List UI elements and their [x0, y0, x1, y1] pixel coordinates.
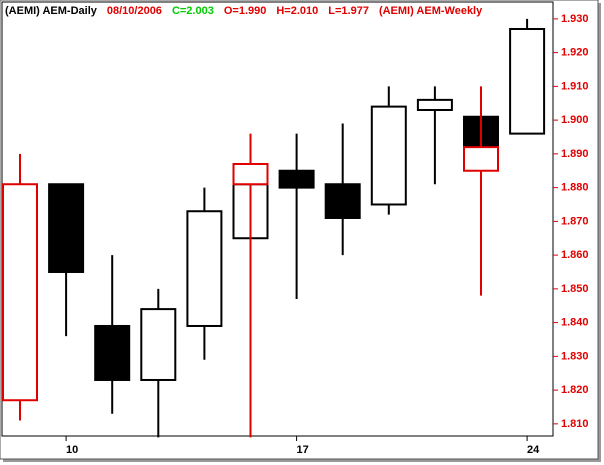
y-tick-label: 1.910	[561, 80, 589, 92]
y-tick-label: 1.850	[561, 283, 589, 295]
x-tick-label: 10	[66, 444, 78, 456]
header-text: H=2.010	[276, 5, 318, 17]
header-text: O=1.990	[224, 5, 267, 17]
x-tick-label: 24	[527, 444, 540, 456]
y-tick-label: 1.920	[561, 47, 589, 59]
candle-body	[140, 308, 177, 381]
candle-body	[2, 183, 38, 402]
x-tick-label: 17	[296, 444, 308, 456]
candle-body	[463, 146, 499, 172]
y-tick-label: 1.880	[561, 182, 589, 194]
candle-body	[186, 210, 223, 327]
candle-body	[278, 169, 315, 189]
plot-area	[1, 1, 554, 437]
candle-body	[232, 162, 269, 186]
candle-body	[416, 98, 453, 111]
candle-body	[324, 183, 361, 219]
candle-body	[94, 324, 131, 381]
y-tick-label: 1.860	[561, 249, 589, 261]
candle-body	[48, 183, 85, 273]
y-tick-label: 1.870	[561, 215, 589, 227]
y-tick-label: 1.840	[561, 317, 589, 329]
header-text: (AEMI) AEM-Weekly	[379, 5, 483, 17]
y-tick-label: 1.810	[561, 418, 589, 430]
candle-body	[509, 27, 546, 135]
header-text: C=2.003	[172, 5, 214, 17]
header-text: L=1.977	[328, 5, 369, 17]
header: (AEMI) AEM-Daily 08/10/2006 C=2.003 O=1.990…	[5, 5, 483, 17]
y-tick-label: 1.890	[561, 148, 589, 160]
header-text: (AEMI) AEM-Daily	[5, 5, 98, 17]
y-tick-label: 1.820	[561, 384, 589, 396]
y-tick-label: 1.830	[561, 350, 589, 362]
header-text: 08/10/2006	[107, 5, 162, 17]
candle-body	[370, 105, 407, 206]
y-tick-label: 1.930	[561, 13, 589, 25]
y-tick-label: 1.900	[561, 114, 589, 126]
